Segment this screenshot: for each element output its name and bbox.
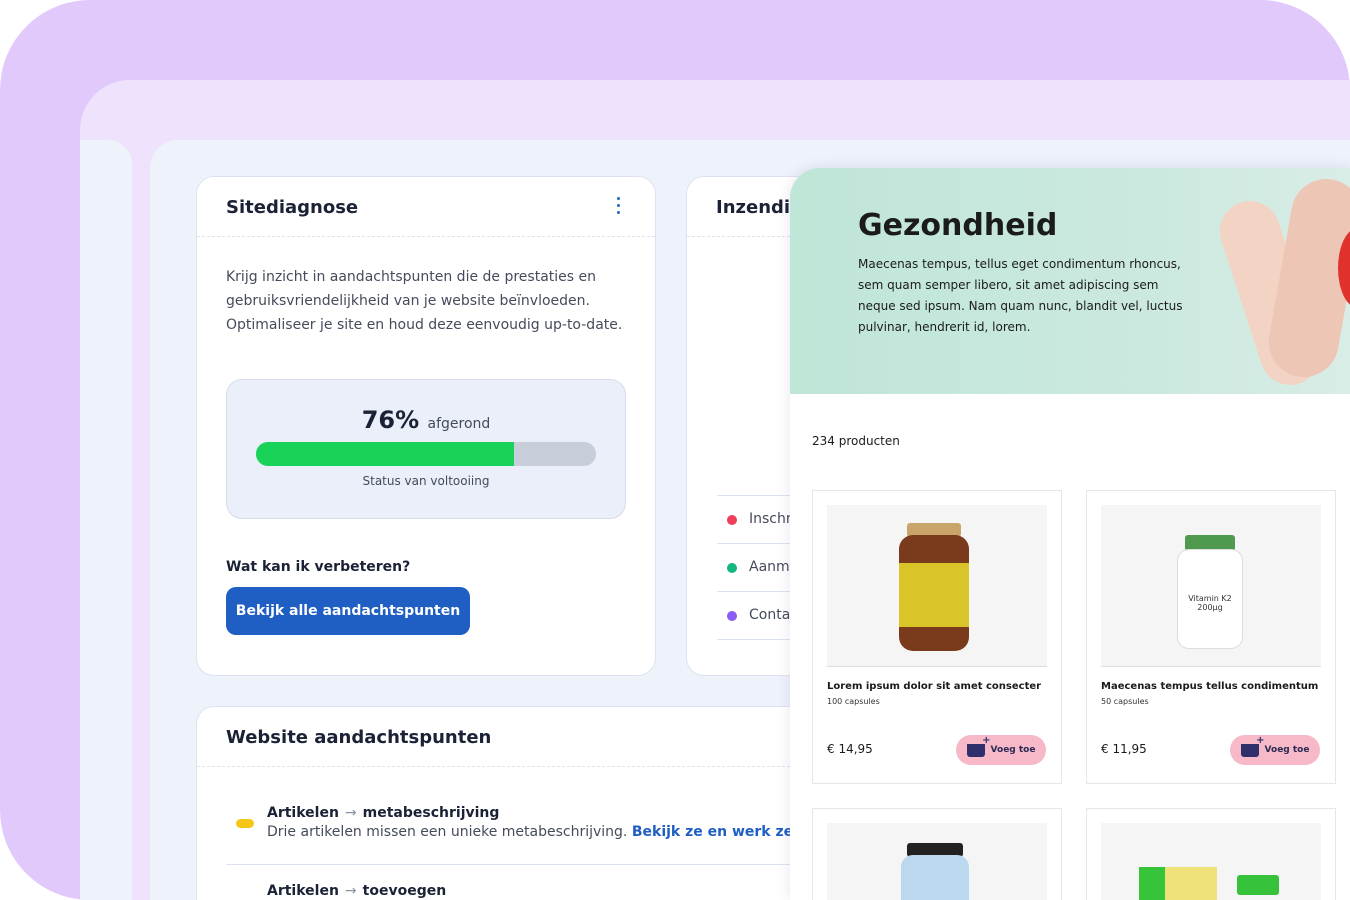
product-price: € 14,95 <box>827 742 873 756</box>
more-options-icon[interactable] <box>617 197 621 214</box>
issue-item: Artikelen → toevoegen <box>267 883 447 899</box>
legend-item: Inschr <box>717 495 837 543</box>
issue-item: Artikelen → metabeschrijving Drie artikele… <box>226 805 826 865</box>
basket-add-icon <box>966 735 991 757</box>
add-to-cart-button[interactable]: Voeg toe <box>956 735 1046 765</box>
hero-title: Gezondheid <box>858 208 1058 243</box>
hero-banner: Gezondheid Maecenas tempus, tellus eget … <box>790 168 1350 394</box>
legend-item: Conta <box>717 591 837 640</box>
product-image: Vitamin K2 200µg <box>1101 505 1321 667</box>
sidebar <box>80 140 132 900</box>
card-title: Sitediagnose <box>226 197 359 218</box>
description: Krijg inzicht in aandachtspunten die de … <box>226 269 623 333</box>
warning-indicator <box>236 819 254 828</box>
basket-add-icon <box>1240 735 1265 757</box>
view-link[interactable]: Bekijk ze en werk ze bij. <box>631 824 823 840</box>
add-to-cart-button[interactable]: Voeg toe <box>1230 735 1320 765</box>
progress-suffix: afgerond <box>427 416 491 432</box>
progress-fill <box>256 442 515 466</box>
product-card[interactable] <box>1086 808 1336 900</box>
progress-label: Status van voltooiing <box>362 474 490 488</box>
product-image <box>827 505 1047 667</box>
hero-text: Maecenas tempus, tellus eget condimentum… <box>858 257 1183 334</box>
product-card[interactable]: Lorem ipsum dolor sit amet consecter 100… <box>812 490 1062 784</box>
product-card[interactable]: Vitamin K2 200µg Maecenas tempus tellus c… <box>1086 490 1336 784</box>
progress-panel: 76% afgerond Status van voltooiing <box>226 379 626 519</box>
product-card[interactable] <box>812 808 1062 900</box>
arrow-icon: → <box>344 883 357 899</box>
shop-preview: Gezondheid Maecenas tempus, tellus eget … <box>790 168 1350 900</box>
legend-dot <box>727 515 737 525</box>
progress-value: 76% <box>361 406 420 434</box>
product-image <box>1101 823 1321 900</box>
card-title: Website aandachtspunten <box>226 727 492 748</box>
legend-item: Aanm <box>717 543 837 591</box>
product-count: 234 producten <box>812 434 900 448</box>
improve-heading: Wat kan ik verbeteren? <box>226 559 411 575</box>
card-title: Inzendin <box>716 197 803 218</box>
view-all-issues-button[interactable]: Bekijk alle aandachtspunten <box>226 587 470 635</box>
legend-dot <box>727 611 737 621</box>
legend-dot <box>727 563 737 573</box>
product-price: € 11,95 <box>1101 742 1147 756</box>
sitediagnose-card: Sitediagnose Krijg inzicht in aandachtsp… <box>196 176 656 676</box>
progress-bar <box>256 442 596 466</box>
arrow-icon: → <box>344 805 357 821</box>
website-issues-card: Website aandachtspunten Artikelen → metabe… <box>196 706 896 900</box>
product-image <box>827 823 1047 900</box>
